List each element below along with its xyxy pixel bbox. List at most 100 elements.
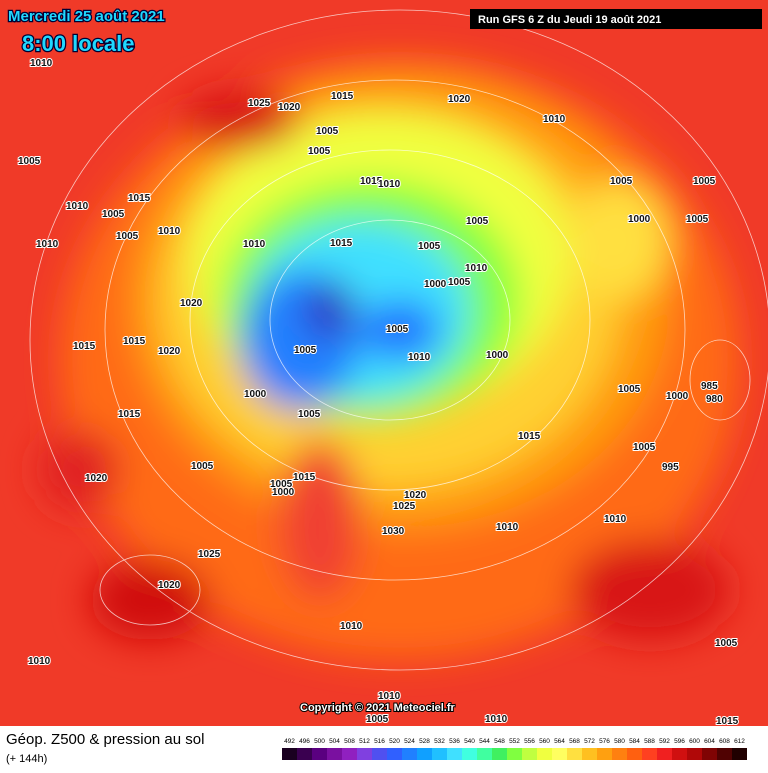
isobar-label: 1005: [366, 714, 389, 725]
isobar-label: 1020: [448, 94, 471, 105]
legend-label: 512: [359, 738, 370, 745]
isobar-label: 1010: [378, 691, 401, 702]
isobar-label: 1000: [244, 389, 267, 400]
legend-label: 552: [509, 738, 520, 745]
isobar-label: 1020: [158, 346, 181, 357]
legend-swatch: [492, 748, 507, 760]
legend-swatch: [417, 748, 432, 760]
isobar-label: 1015: [293, 472, 316, 483]
legend-swatch: [582, 748, 597, 760]
isobar-label: 1015: [118, 409, 141, 420]
legend-label: 572: [584, 738, 595, 745]
legend-swatch: [477, 748, 492, 760]
isobar-label: 1005: [102, 209, 125, 220]
legend-swatch: [657, 748, 672, 760]
isobar-label: 1005: [418, 241, 441, 252]
legend-swatch: [627, 748, 642, 760]
legend-swatch: [717, 748, 732, 760]
map-date: Mercredi 25 août 2021: [8, 8, 165, 25]
legend-label: 612: [734, 738, 745, 745]
legend-swatch: [732, 748, 747, 760]
isobar-label: 1000: [628, 214, 651, 225]
isobar-label: 1000: [486, 350, 509, 361]
isobar-label: 1005: [308, 146, 331, 157]
legend-label: 524: [404, 738, 415, 745]
isobar-label: 1005: [693, 176, 716, 187]
legend-label: 544: [479, 738, 490, 745]
legend-label: 588: [644, 738, 655, 745]
legend-label: 528: [419, 738, 430, 745]
legend-label: 504: [329, 738, 340, 745]
isobar-label: 1005: [715, 638, 738, 649]
isobar-label: 1025: [393, 501, 416, 512]
isobar-label: 1010: [243, 239, 266, 250]
legend-swatch: [282, 748, 297, 760]
legend-swatch: [297, 748, 312, 760]
isobar-label: 1015: [123, 336, 146, 347]
legend-label: 604: [704, 738, 715, 745]
isobar-label: 1015: [128, 193, 151, 204]
legend-swatch: [552, 748, 567, 760]
isobar-label: 1010: [378, 179, 401, 190]
isobar-label: 1010: [496, 522, 519, 533]
legend-swatch: [687, 748, 702, 760]
isobar-label: 1005: [386, 324, 409, 335]
legend-swatch: [522, 748, 537, 760]
isobar-label: 1005: [618, 384, 641, 395]
isobar-label: 1020: [278, 102, 301, 113]
legend-label: 500: [314, 738, 325, 745]
legend-label: 576: [599, 738, 610, 745]
isobar-label: 1030: [382, 526, 405, 537]
legend-label: 584: [629, 738, 640, 745]
isobar-label: 1010: [66, 201, 89, 212]
isobar-label: 1000: [424, 279, 447, 290]
isobar-label: 1005: [686, 214, 709, 225]
isobar-label: 980: [706, 394, 723, 405]
legend-label: 556: [524, 738, 535, 745]
map-field: [0, 0, 768, 726]
legend-swatch: [312, 748, 327, 760]
legend-swatch: [447, 748, 462, 760]
legend-swatch: [507, 748, 522, 760]
legend-swatch: [372, 748, 387, 760]
legend-swatch: [642, 748, 657, 760]
legend-swatch: [567, 748, 582, 760]
isobar-label: 1015: [716, 716, 739, 727]
isobar-label: 1000: [272, 487, 295, 498]
isobar-label: 1015: [73, 341, 96, 352]
legend-swatch: [357, 748, 372, 760]
isobar-label: 1010: [485, 714, 508, 725]
footer-title: Géop. Z500 & pression au sol: [6, 731, 204, 748]
legend-label: 608: [719, 738, 730, 745]
map-time: 8:00 locale: [22, 31, 135, 56]
isobar-label: 1005: [18, 156, 41, 167]
isobar-label: 1025: [198, 549, 221, 560]
isobar-label: 1010: [28, 656, 51, 667]
legend-swatch: [672, 748, 687, 760]
isobar-label: 1015: [330, 238, 353, 249]
isobar-label: 1015: [360, 176, 383, 187]
isobar-label: 995: [662, 462, 679, 473]
legend-swatch: [402, 748, 417, 760]
run-info: Run GFS 6 Z du Jeudi 19 août 2021: [478, 14, 661, 26]
footer-lead: (+ 144h): [6, 753, 47, 765]
isobar-label: 1010: [30, 58, 53, 69]
isobar-label: 1020: [180, 298, 203, 309]
isobar-label: 1005: [633, 442, 656, 453]
footer-bg: [0, 726, 768, 768]
isobar-label: 985: [701, 381, 718, 392]
isobar-label: 1010: [408, 352, 431, 363]
legend-label: 548: [494, 738, 505, 745]
legend-label: 560: [539, 738, 550, 745]
copyright: Copyright © 2021 Meteociel.fr: [300, 702, 456, 714]
color-legend: 492 496 500 504 508 512 516 520 524 528 532 536 540 5…: [282, 738, 747, 760]
legend-label: 596: [674, 738, 685, 745]
isobar-label: 1020: [85, 473, 108, 484]
legend-label: 536: [449, 738, 460, 745]
legend-label: 516: [374, 738, 385, 745]
legend-swatch: [597, 748, 612, 760]
isobar-label: 1010: [543, 114, 566, 125]
legend-label: 508: [344, 738, 355, 745]
